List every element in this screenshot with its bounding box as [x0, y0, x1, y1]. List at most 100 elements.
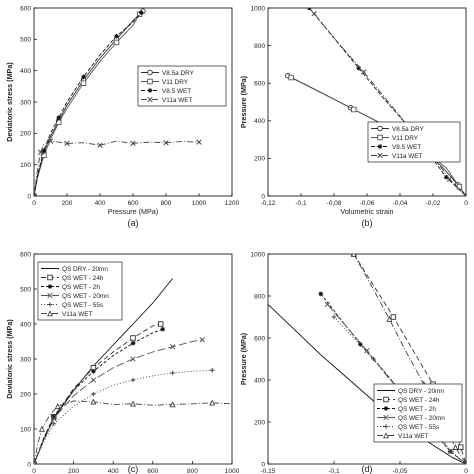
legend-marker: [383, 414, 389, 421]
y-tick-label: 0: [27, 461, 31, 468]
data-point: [199, 337, 205, 343]
legend-marker: [47, 284, 53, 289]
y-tick-label: 500: [20, 286, 31, 293]
y-tick-label: 0: [261, 461, 265, 468]
data-point: [34, 461, 37, 464]
legend-marker: [377, 152, 383, 159]
y-tick-label: 200: [254, 419, 265, 426]
x-axis-label: Pressure (MPa): [108, 207, 158, 216]
y-tick-label: 600: [20, 251, 31, 258]
legend-marker: [47, 274, 53, 281]
data-point: [318, 291, 324, 297]
x-tick-label: -0,1: [295, 200, 307, 207]
y-axis-label: Deviatoric stress (MPa): [5, 62, 14, 142]
series-line: [34, 400, 232, 464]
data-point: [371, 356, 376, 362]
data-point: [169, 344, 176, 350]
legend-entry: V8.5a DRY: [162, 70, 195, 77]
legend-entry: QS WET - 55s: [398, 424, 439, 431]
series-line: [313, 13, 466, 196]
y-tick-label: 600: [254, 335, 265, 342]
legend-entry: QS DRY - 20mn: [62, 266, 108, 273]
x-tick-label: -0,06: [360, 200, 375, 207]
legend-box: [37, 261, 123, 321]
data-point: [37, 149, 44, 155]
y-tick-label: 400: [254, 377, 265, 384]
data-point: [358, 342, 363, 347]
legend-marker: [382, 432, 390, 439]
x-tick-label: -0,12: [261, 200, 276, 207]
legend-marker: [47, 302, 53, 307]
data-point: [456, 183, 463, 190]
y-tick-label: 400: [254, 118, 265, 125]
data-point: [64, 140, 70, 147]
series-line: [34, 140, 200, 196]
data-point: [364, 347, 370, 354]
series-line: [34, 339, 203, 464]
data-point: [209, 399, 216, 406]
data-point: [209, 367, 215, 373]
y-tick-label: 500: [20, 37, 31, 44]
data-point: [34, 193, 37, 196]
data-point: [130, 140, 136, 147]
data-point: [114, 33, 119, 39]
panel-label: (b): [362, 218, 373, 228]
data-point: [113, 39, 120, 46]
data-point: [457, 444, 464, 450]
data-point: [47, 138, 54, 144]
x-tick-label: 800: [161, 200, 172, 207]
data-point: [80, 80, 87, 86]
legend-box: [373, 383, 463, 443]
series-line: [34, 369, 213, 464]
data-point: [41, 152, 47, 159]
panel-label: (a): [128, 218, 139, 228]
x-tick-label: 1200: [225, 200, 240, 207]
x-tick-label: -0,1: [328, 468, 340, 474]
legend: QS DRY - 20mn QS WET - 24h QS WET - 2h QS W…: [37, 261, 123, 321]
legend-entry: V8.5 WET: [162, 88, 191, 95]
data-point: [356, 65, 362, 71]
data-point: [34, 460, 36, 464]
x-tick-label: 400: [108, 468, 119, 474]
plot-frame: [267, 7, 467, 197]
chart-panel-1: 0 200 400 600 800 1000 1200 0 100 200 300 400 500 600…: [5, 5, 240, 228]
x-tick-label: -0,02: [426, 200, 441, 207]
legend-entry: V11a WET: [398, 433, 429, 440]
data-point: [351, 106, 357, 113]
y-tick-label: 200: [20, 131, 31, 138]
x-tick-label: 0: [464, 468, 468, 474]
legend-entry: QS WET - 24h: [398, 397, 440, 404]
legend-marker: [147, 96, 153, 103]
data-point: [170, 370, 175, 376]
data-point: [51, 421, 57, 427]
data-point: [157, 321, 164, 327]
legend-entry: V8.5 WET: [392, 144, 421, 151]
chart-panel-3: 020040060080010000100200300400500600Pres…: [5, 251, 240, 474]
x-tick-label: 0: [464, 200, 468, 207]
legend-marker: [147, 69, 153, 76]
data-point: [311, 10, 317, 17]
data-point: [449, 449, 454, 454]
legend-marker: [383, 406, 389, 411]
y-tick-label: 800: [254, 43, 265, 50]
legend-entry: V8.5a DRY: [392, 126, 425, 133]
y-tick-label: 100: [20, 162, 31, 169]
y-tick-label: 0: [27, 193, 31, 200]
y-tick-label: 800: [254, 293, 265, 300]
panel-label: (d): [362, 464, 373, 474]
x-axis-label: Volumetric strain: [340, 207, 393, 216]
data-point: [91, 368, 96, 374]
data-point: [129, 400, 137, 407]
legend: QS DRY - 20mn QS WET - 24h QS WET - 2h QS W…: [373, 383, 463, 443]
legend-entry: V11a WET: [392, 153, 423, 160]
data-point: [54, 402, 61, 409]
data-point: [390, 314, 397, 320]
data-point: [446, 176, 453, 182]
data-point: [130, 377, 136, 383]
series-line: [34, 14, 140, 196]
y-tick-label: 600: [254, 81, 265, 88]
data-point: [91, 391, 96, 397]
legend-entry: V11a WET: [62, 311, 93, 318]
x-tick-label: 200: [62, 200, 73, 207]
